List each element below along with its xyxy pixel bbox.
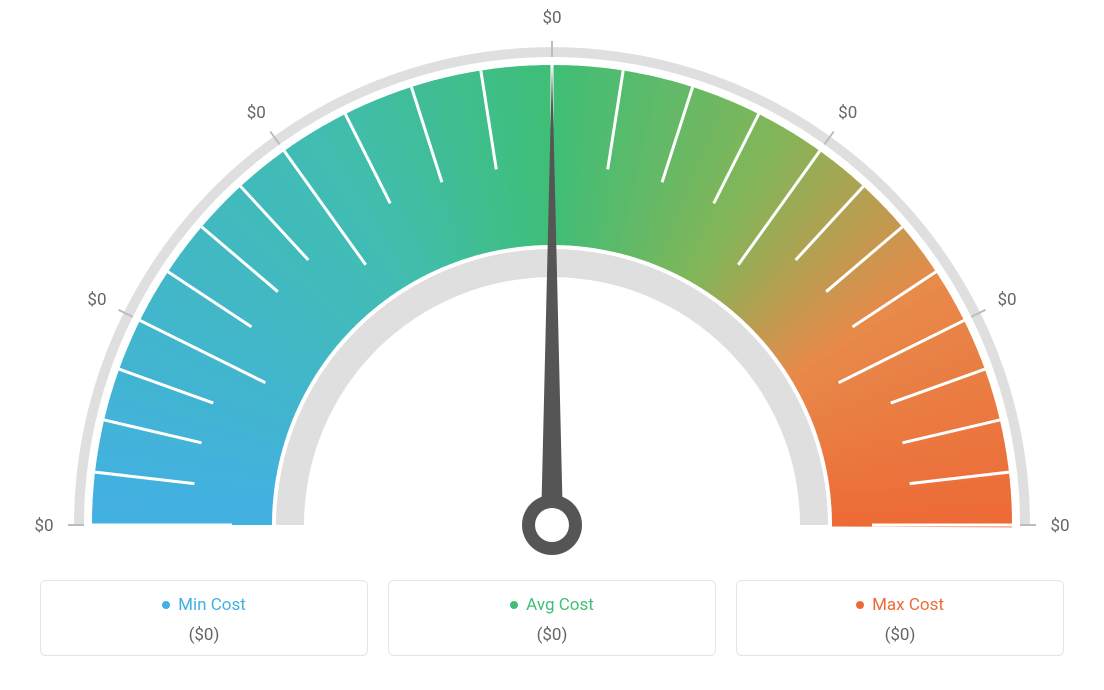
legend-label-min: Min Cost <box>178 595 246 615</box>
svg-text:$0: $0 <box>1050 516 1069 536</box>
svg-text:$0: $0 <box>838 103 857 123</box>
legend-value-max: ($0) <box>747 625 1053 645</box>
legend-card-min: Min Cost ($0) <box>40 580 368 656</box>
legend-title-avg: Avg Cost <box>399 595 705 615</box>
svg-text:$0: $0 <box>997 290 1016 310</box>
gauge-area: $0 $0 $0 $0 $0 $0 $0 <box>0 0 1104 570</box>
svg-text:$0: $0 <box>247 103 266 123</box>
legend-dot-avg <box>510 601 518 609</box>
legend-card-max: Max Cost ($0) <box>736 580 1064 656</box>
legend-card-avg: Avg Cost ($0) <box>388 580 716 656</box>
legend-row: Min Cost ($0) Avg Cost ($0) Max Cost ($0… <box>0 570 1104 656</box>
legend-value-min: ($0) <box>51 625 357 645</box>
legend-title-max: Max Cost <box>747 595 1053 615</box>
legend-label-avg: Avg Cost <box>526 595 594 615</box>
legend-dot-max <box>856 601 864 609</box>
gauge-chart-container: $0 $0 $0 $0 $0 $0 $0 Min Cost ($0) Avg Cost ($… <box>0 0 1104 690</box>
legend-dot-min <box>162 601 170 609</box>
legend-label-max: Max Cost <box>872 595 944 615</box>
gauge-svg: $0 $0 $0 $0 $0 $0 $0 <box>0 0 1104 570</box>
svg-text:$0: $0 <box>34 516 53 536</box>
svg-text:$0: $0 <box>87 290 106 310</box>
svg-text:$0: $0 <box>542 8 561 28</box>
legend-title-min: Min Cost <box>51 595 357 615</box>
legend-value-avg: ($0) <box>399 625 705 645</box>
